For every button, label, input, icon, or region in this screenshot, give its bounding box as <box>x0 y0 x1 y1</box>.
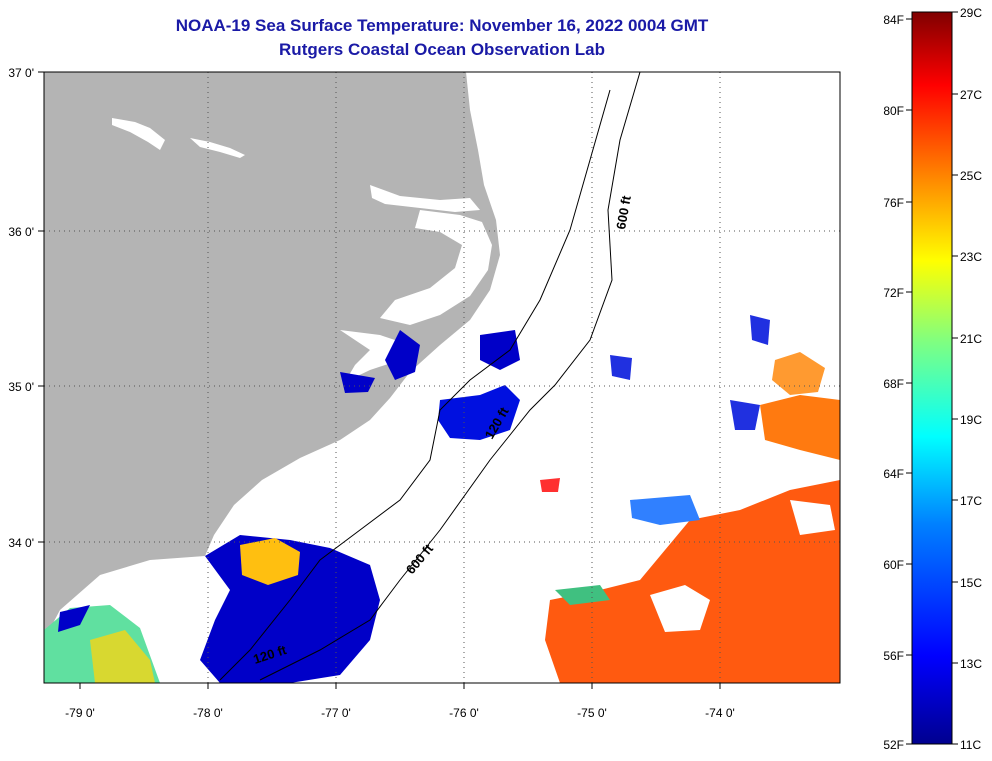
albemarle-sound <box>370 185 480 212</box>
graticule <box>44 72 840 683</box>
colorbar-f-label: 60F <box>883 558 904 572</box>
lat-label: 35 0' <box>8 380 34 394</box>
river-inlet <box>340 330 410 382</box>
map-title: NOAA-19 Sea Surface Temperature: Novembe… <box>175 16 709 35</box>
map-plot-area <box>44 72 840 683</box>
colorbar-f-label: 64F <box>883 467 904 481</box>
colorbar-f-label: 56F <box>883 649 904 663</box>
color-bar <box>911 11 953 745</box>
colorbar-c-label: 15C <box>960 576 982 590</box>
sst-cloud-gap <box>650 585 710 632</box>
colorbar-c-label: 11C <box>960 738 981 752</box>
upper-river <box>112 118 165 150</box>
sst-coastal-cold-3 <box>385 330 420 380</box>
colorbar-f-label: 84F <box>883 13 904 27</box>
sst-coastal-cold-4 <box>340 372 375 393</box>
sst-offshore-red <box>540 478 560 492</box>
colorbar-f-label: 68F <box>883 377 904 391</box>
sst-cloud-gap-2 <box>790 500 835 535</box>
lat-label: 34 0' <box>8 536 34 550</box>
sst-warm-patch <box>240 538 300 585</box>
colorbar-f-label: 52F <box>883 738 904 752</box>
sst-southwest-warm <box>90 630 155 683</box>
land-mass <box>44 72 500 640</box>
sst-offshore-blue-1 <box>730 400 760 430</box>
upper-river-2 <box>190 138 245 158</box>
contour-600ft <box>259 72 641 681</box>
sst-coastal-cold-2 <box>438 385 520 440</box>
lon-label: -78 0' <box>193 706 223 720</box>
contour-120ft <box>219 89 611 681</box>
colorbar-c-label: 13C <box>960 657 982 671</box>
sst-edge-green <box>555 585 610 605</box>
sst-southwest-blue <box>58 605 90 632</box>
sst-coastal-cold-5 <box>480 330 520 370</box>
sst-offshore-mix <box>630 495 700 525</box>
colorbar-c-label: 21C <box>960 332 982 346</box>
lon-label: -77 0' <box>321 706 351 720</box>
axis-ticks <box>38 71 721 689</box>
lon-label: -79 0' <box>65 706 95 720</box>
colorbar-c-label: 17C <box>960 494 982 508</box>
sst-gulf-stream <box>545 480 840 683</box>
colorbar-f-label: 80F <box>883 104 904 118</box>
contour-label-600ft-north: 600 ft <box>613 194 634 231</box>
lat-label: 36 0' <box>8 225 34 239</box>
colorbar-f-label: 76F <box>883 196 904 210</box>
pamlico-sound <box>380 210 492 325</box>
sst-offshore-blue-2 <box>750 315 770 345</box>
plot-frame <box>43 71 841 684</box>
lat-label: 37 0' <box>8 66 34 80</box>
colorbar-c-label: 19C <box>960 413 982 427</box>
colorbar-c-label: 23C <box>960 250 982 264</box>
map-subtitle: Rutgers Coastal Ocean Observation Lab <box>279 40 605 59</box>
lon-label: -76 0' <box>449 706 479 720</box>
lon-label: -74 0' <box>705 706 735 720</box>
sst-gulf-stream-north <box>772 352 825 395</box>
colorbar-c-label: 27C <box>960 88 982 102</box>
sst-gulf-stream-orange <box>760 395 840 460</box>
colorbar-f-label: 72F <box>883 286 904 300</box>
lon-label: -75 0' <box>577 706 607 720</box>
colorbar-c-label: 29C <box>960 6 982 20</box>
sst-offshore-blue-3 <box>610 355 632 380</box>
colorbar-c-label: 25C <box>960 169 982 183</box>
color-bar-ticks <box>906 11 958 745</box>
